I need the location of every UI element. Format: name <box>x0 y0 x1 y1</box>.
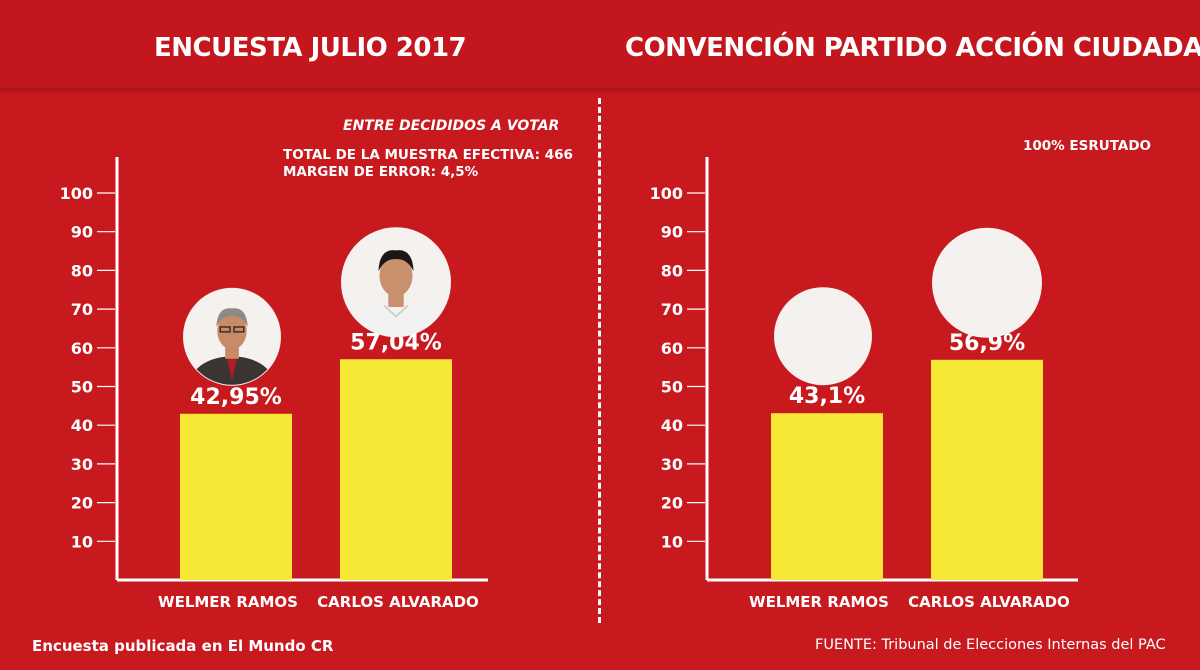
footer-source-note: FUENTE: Tribunal de Elecciones Internas … <box>815 637 1166 653</box>
footer-publication-note: Encuesta publicada en El Mundo CR <box>32 637 334 655</box>
y-tick-label: 30 <box>661 455 683 474</box>
x-category-label: CARLOS ALVARADO <box>317 593 479 611</box>
y-tick-label: 50 <box>661 378 683 397</box>
x-category-label: WELMER RAMOS <box>158 593 298 611</box>
y-tick-label: 50 <box>71 378 93 397</box>
avatar-background <box>932 227 1042 338</box>
avatar-head <box>379 254 413 297</box>
sample-size-note: TOTAL DE LA MUESTRA EFECTIVA: 466 <box>283 147 573 163</box>
y-tick-label: 60 <box>661 339 683 358</box>
count-status-note: 100% ESRUTADO <box>1023 138 1151 154</box>
avatar-head <box>217 312 247 350</box>
y-tick-label: 90 <box>71 223 93 242</box>
y-tick-label: 20 <box>71 494 93 513</box>
avatar-body <box>349 304 443 337</box>
y-tick-label: 20 <box>661 494 683 513</box>
y-tick-label: 80 <box>661 261 683 280</box>
avatar-hair <box>216 308 248 327</box>
x-category-label: WELMER RAMOS <box>749 593 889 611</box>
y-tick-label: 100 <box>650 184 683 203</box>
avatar-tie <box>227 358 237 381</box>
candidate-avatar-1 <box>341 227 451 338</box>
avatar-hair <box>378 250 414 272</box>
avatar-background <box>774 287 872 386</box>
y-tick-label: 90 <box>661 223 683 242</box>
y-tick-label: 10 <box>661 532 683 551</box>
avatar-glasses-left <box>219 326 231 333</box>
panel-divider <box>598 98 601 623</box>
bar <box>931 359 1043 580</box>
margin-of-error-note: MARGEN DE ERROR: 4,5% <box>283 164 479 180</box>
y-tick-label: 80 <box>71 261 93 280</box>
bar-value-label: 42,95% <box>190 385 282 410</box>
candidate-avatar-0 <box>774 287 872 386</box>
candidate-avatar-1 <box>932 227 1042 338</box>
bar <box>180 413 292 580</box>
candidate-avatar-0 <box>183 287 281 386</box>
avatar-body <box>190 356 274 385</box>
bar-value-label: 43,1% <box>789 384 865 409</box>
avatar-glasses-right <box>233 326 245 333</box>
left-chart-title: ENCUESTA JULIO 2017 <box>154 33 467 63</box>
y-tick-label: 40 <box>661 416 683 435</box>
bar <box>340 359 452 580</box>
y-tick-label: 70 <box>661 300 683 319</box>
y-tick-label: 40 <box>71 416 93 435</box>
right-chart-title: CONVENCIÓN PARTIDO ACCIÓN CIUDADANA <box>625 33 1200 63</box>
y-tick-label: 60 <box>71 339 93 358</box>
x-category-label: CARLOS ALVARADO <box>908 593 1070 611</box>
y-tick-label: 30 <box>71 455 93 474</box>
avatar-collar <box>383 304 409 318</box>
y-tick-label: 70 <box>71 300 93 319</box>
y-tick-label: 100 <box>60 184 93 203</box>
header-banner <box>0 0 1200 88</box>
left-chart-subtitle: ENTRE DECIDIDOS A VOTAR <box>343 118 560 134</box>
bar <box>771 413 883 580</box>
y-tick-label: 10 <box>71 532 93 551</box>
